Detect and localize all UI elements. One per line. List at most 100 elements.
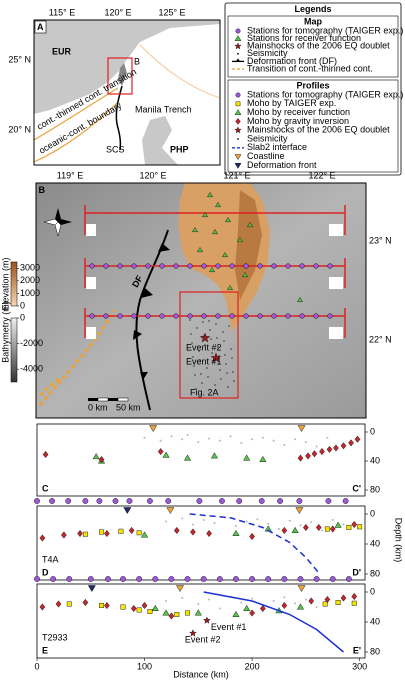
- profile-frame: [36, 423, 366, 497]
- y-tick-label: 40: [370, 455, 380, 465]
- data-point: [210, 452, 218, 459]
- profile-label: C': [352, 483, 361, 493]
- station: [215, 313, 221, 319]
- data-point: [245, 520, 248, 523]
- station: [258, 498, 265, 504]
- data-point: [173, 526, 180, 535]
- data-point: [104, 529, 110, 538]
- data-point: [304, 598, 307, 601]
- station: [173, 263, 179, 269]
- data-point: [351, 520, 358, 529]
- legend-marker: [235, 28, 241, 34]
- top-marker: [295, 507, 304, 514]
- colorbar-tick-label: 2000: [20, 275, 40, 285]
- profile-label: E': [353, 645, 361, 655]
- legend-text: Moho by TAIGER exp.: [247, 98, 336, 108]
- data-point: [294, 602, 297, 605]
- mountains: [235, 190, 262, 300]
- rf-station: [237, 237, 243, 243]
- colorbar-tick-label: 0: [20, 300, 25, 310]
- seismicity: [195, 388, 197, 390]
- data-point: [311, 450, 318, 458]
- boundary-line: [34, 101, 119, 163]
- data-point: [159, 439, 162, 442]
- data-point: [283, 444, 286, 447]
- data-point: [351, 592, 358, 601]
- station: [229, 263, 235, 269]
- legend-marker: [235, 101, 241, 107]
- box-label: B: [134, 56, 140, 66]
- seismicity: [204, 344, 206, 346]
- data-point: [194, 609, 202, 616]
- profile-label-bg: [86, 224, 96, 236]
- seismicity: [223, 340, 225, 342]
- map-b: [36, 183, 366, 418]
- data-point: [256, 518, 259, 521]
- station: [201, 263, 207, 269]
- rf-station: [215, 202, 221, 208]
- seismicity: [199, 359, 201, 361]
- station: [236, 498, 243, 504]
- df-tooth: [236, 58, 240, 62]
- data-point: [197, 602, 200, 606]
- legend-marker: [234, 35, 242, 41]
- station: [152, 576, 159, 582]
- data-point: [331, 518, 334, 522]
- data-point: [39, 603, 46, 611]
- data-point: [299, 524, 302, 527]
- station: [50, 576, 57, 582]
- df-tooth: [141, 288, 153, 298]
- lat-tick-label: 20° N: [8, 124, 31, 134]
- rf-station: [197, 247, 203, 253]
- data-point: [162, 609, 170, 616]
- station: [229, 313, 235, 319]
- data-point: [157, 448, 164, 456]
- data-point: [229, 435, 232, 438]
- y-tick-label: 40: [370, 616, 380, 626]
- event-label: Event #1: [186, 356, 222, 366]
- seismicity: [206, 367, 208, 369]
- rf-station: [225, 217, 231, 223]
- data-point: [260, 604, 266, 613]
- lon-tick-label: 120° E: [104, 7, 131, 17]
- data-point: [208, 437, 211, 440]
- station: [89, 263, 95, 269]
- data-point: [272, 599, 275, 603]
- plate-label: EUR: [52, 46, 72, 56]
- data-point: [326, 445, 333, 453]
- data-point: [136, 607, 142, 613]
- data-point: [141, 601, 148, 610]
- seismicity: [214, 384, 216, 386]
- data-point: [240, 601, 243, 604]
- lon-tick-label: 125° E: [158, 7, 185, 17]
- station: [243, 263, 249, 269]
- seismicity: [190, 333, 192, 335]
- station: [265, 576, 272, 582]
- plot-area: [39, 591, 358, 653]
- rf-station: [202, 212, 208, 218]
- colorbar-label: Bathymetry (m): [0, 301, 10, 363]
- lat-tick-label: 22° N: [369, 334, 392, 344]
- seismicity: [192, 356, 194, 358]
- label-box: [34, 20, 47, 34]
- station: [89, 313, 95, 319]
- top-marker: [149, 425, 158, 432]
- profile-label-bg: [329, 277, 343, 289]
- station: [285, 263, 291, 269]
- frame: [33, 19, 221, 166]
- df-tooth: [133, 330, 142, 340]
- seismicity: [216, 337, 218, 339]
- data-point: [315, 445, 318, 448]
- seismicity: [208, 320, 210, 322]
- data-point: [291, 526, 299, 533]
- station: [49, 498, 55, 504]
- data-point: [234, 524, 238, 528]
- rf-station: [222, 252, 228, 258]
- data-point: [147, 609, 153, 614]
- y-tick-label: 40: [370, 538, 380, 548]
- land: [142, 116, 178, 165]
- data-point: [218, 439, 221, 442]
- data-point: [99, 603, 104, 608]
- transition-line: [34, 87, 119, 141]
- station: [65, 498, 72, 504]
